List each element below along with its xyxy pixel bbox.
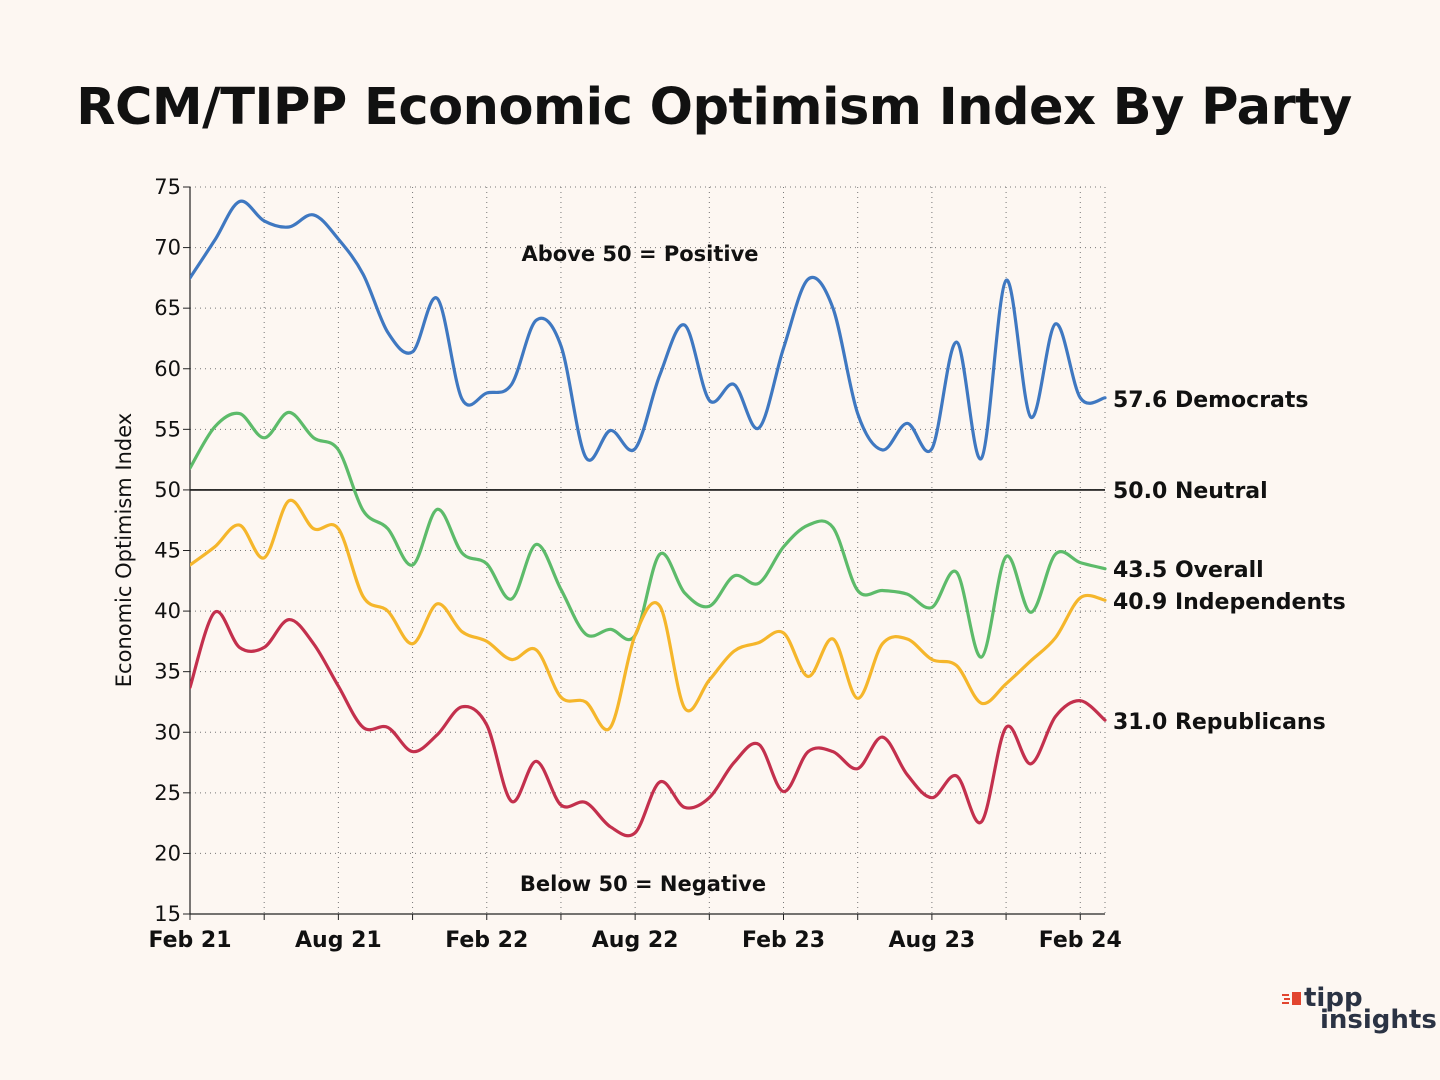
series-line-republicans [190,610,1107,838]
chart-title: RCM/TIPP Economic Optimism Index By Part… [76,78,1352,137]
series-line-overall [190,410,1107,659]
neutral-label: 50.0 Neutral [1113,479,1268,504]
x-tick-label: Feb 21 [148,928,231,953]
axes: 15 20 25 30 35 40 45 50 55 60 65 70 75 Feb 21 Aug 21 Fe… [112,175,1122,953]
end-label-overall: 43.5 Overall [1113,558,1264,583]
series-line-democrats [190,199,1107,462]
y-tick-label: 60 [154,357,181,381]
x-tick-label: Aug 23 [889,928,976,953]
y-tick-label: 25 [154,781,181,805]
y-tick-label: 45 [154,539,181,563]
x-tick-label: Feb 22 [445,928,528,953]
series-layer [190,199,1107,838]
logo-text-insights: insights [1320,1005,1437,1035]
y-tick-label: 70 [154,236,181,260]
x-tick-label: Aug 22 [592,928,679,953]
tipp-insights-logo: tipp insights [1282,983,1437,1041]
y-tick-label: 50 [154,478,181,502]
end-label-republicans: 31.0 Republicans [1113,710,1326,735]
x-tick-label: Feb 24 [1039,928,1122,953]
logo-text-tipp: tipp [1304,983,1363,1013]
annotation-above: Above 50 = Positive [521,242,758,266]
y-axis-title: Economic Optimism Index [112,413,136,687]
y-tick-label: 40 [154,599,181,623]
y-tick-label: 55 [154,417,181,441]
y-tick-label: 35 [154,660,181,684]
series-line-independents [190,498,1107,732]
y-tick-label: 15 [154,902,181,926]
logo-mark-icon [1282,992,1301,1005]
y-tick-label: 75 [154,175,181,199]
annotation-below: Below 50 = Negative [520,872,766,896]
x-tick-label: Feb 23 [742,928,825,953]
y-tick-label: 65 [154,296,181,320]
end-label-independents: 40.9 Independents [1113,590,1346,615]
x-tick-label: Aug 21 [295,928,382,953]
y-tick-label: 30 [154,720,181,744]
end-label-democrats: 57.6 Democrats [1113,388,1309,413]
y-tick-label: 20 [154,841,181,865]
labels: 50.0 Neutral Above 50 = Positive Below 50 … [520,242,1346,896]
